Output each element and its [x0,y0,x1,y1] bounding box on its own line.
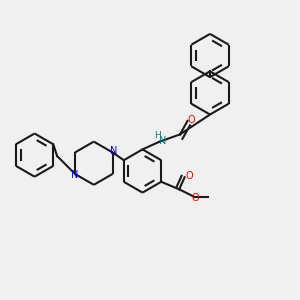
Text: N: N [110,146,117,156]
Text: N: N [159,136,166,146]
Text: O: O [191,193,199,203]
Text: H: H [154,131,161,140]
Text: N: N [70,170,78,181]
Text: O: O [185,171,193,181]
Text: O: O [187,115,195,125]
